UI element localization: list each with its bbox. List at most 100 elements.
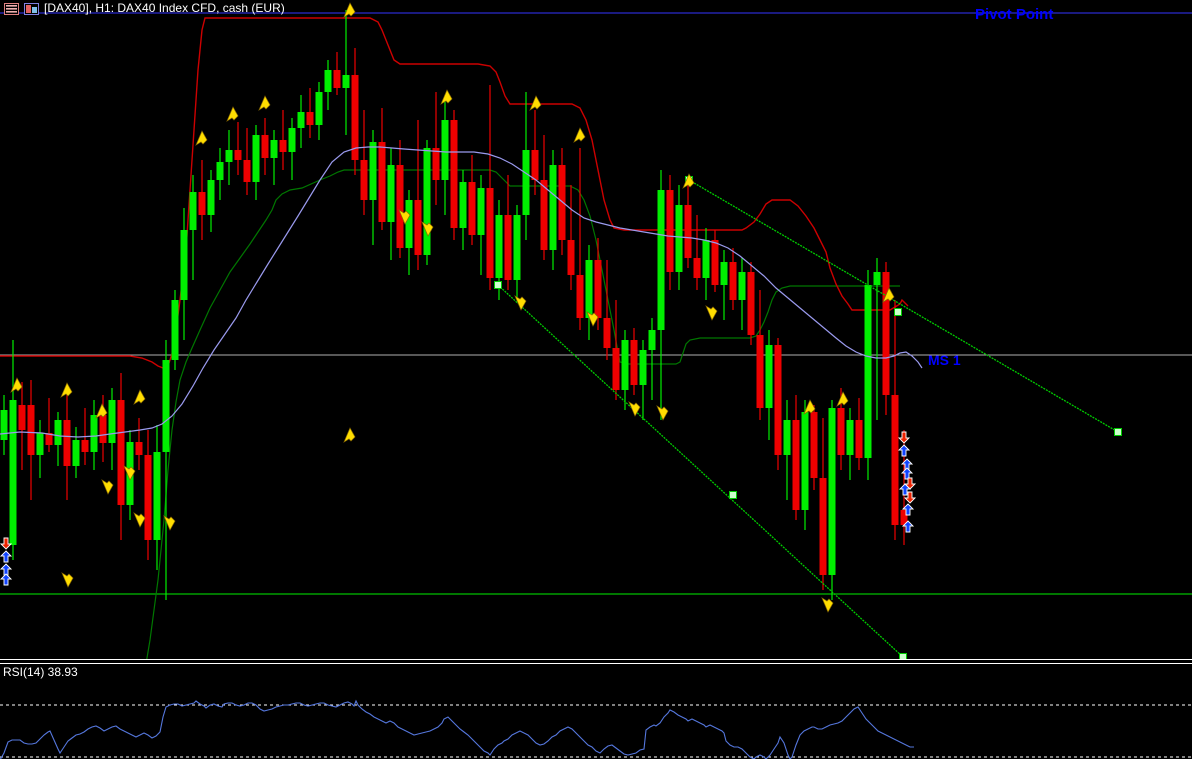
- candle-body: [396, 165, 404, 248]
- candle-body: [243, 160, 251, 182]
- order-marker-glyph[interactable]: [0, 550, 13, 563]
- signal-arrow-down-icon: [656, 405, 669, 421]
- buy-order-marker[interactable]: [897, 444, 911, 457]
- sell-order-marker[interactable]: [0, 537, 13, 550]
- signal-arrow-up-icon: [60, 382, 73, 398]
- candle-body: [891, 395, 899, 525]
- candle-body: [675, 205, 683, 272]
- buy-order-marker[interactable]: [900, 467, 914, 480]
- trendline-anchor[interactable]: [894, 308, 902, 316]
- candle-body: [288, 128, 296, 152]
- arrow-glyph: [10, 377, 23, 393]
- rsi-line: [0, 699, 914, 759]
- candle-body: [558, 165, 566, 240]
- candle-body: [711, 240, 719, 285]
- candle-body: [837, 408, 845, 455]
- trendline-group[interactable]: [494, 176, 1122, 660]
- price-chart-pane[interactable]: Pivot Point MS 1: [0, 0, 1192, 659]
- candle-body: [144, 455, 152, 540]
- candle-body: [54, 420, 62, 445]
- pivot-point-label: Pivot Point: [975, 6, 1054, 23]
- signal-arrow-down-icon: [514, 295, 527, 311]
- candle-body: [162, 360, 170, 452]
- properties-icon[interactable]: [4, 3, 19, 15]
- signal-arrow-down-icon: [421, 221, 434, 237]
- candle-body: [135, 442, 143, 455]
- candle-body: [477, 188, 485, 235]
- candle-body: [882, 272, 890, 395]
- chart-icon[interactable]: [24, 3, 39, 15]
- candle-body: [315, 92, 323, 125]
- price-chart-canvas[interactable]: [0, 0, 1192, 659]
- candle-body: [108, 400, 116, 443]
- trade-marker-group[interactable]: [0, 431, 917, 586]
- trendline-anchor[interactable]: [494, 281, 502, 289]
- trendline-anchor[interactable]: [1114, 428, 1122, 436]
- candle-body: [306, 112, 314, 125]
- ms1-label: MS 1: [928, 352, 961, 368]
- sell-order-marker[interactable]: [897, 431, 911, 444]
- arrow-glyph: [133, 389, 146, 405]
- rsi-indicator-pane[interactable]: RSI(14) 38.93: [0, 659, 1192, 759]
- order-marker-glyph[interactable]: [903, 491, 917, 504]
- candle-body: [459, 182, 467, 228]
- candle-body: [441, 120, 449, 180]
- order-marker-glyph[interactable]: [0, 573, 13, 586]
- arrow-glyph: [195, 130, 208, 146]
- chart-titlebar: [DAX40], H1: DAX40 Index CFD, cash (EUR): [0, 0, 1192, 18]
- arrow-glyph: [803, 399, 816, 415]
- arrow-glyph: [586, 311, 599, 327]
- candle-body: [594, 260, 602, 318]
- trendline-anchor[interactable]: [729, 491, 737, 499]
- candle-body: [495, 215, 503, 278]
- candle-body: [0, 410, 8, 440]
- order-marker-glyph[interactable]: [897, 444, 911, 457]
- candle-body: [855, 420, 863, 458]
- candle-body: [207, 180, 215, 215]
- signal-arrow-down-icon: [133, 512, 146, 528]
- descending-support[interactable]: [497, 284, 904, 658]
- pane-separator-top: [0, 659, 1192, 660]
- signal-arrow-down-icon: [123, 465, 136, 481]
- signal-arrow-down-icon: [163, 515, 176, 531]
- candle-body: [261, 135, 269, 158]
- candle-body: [576, 275, 584, 318]
- buy-order-marker[interactable]: [898, 483, 912, 496]
- signal-arrow-up-icon: [440, 89, 453, 105]
- candle-body: [522, 150, 530, 215]
- arrow-glyph: [343, 427, 356, 443]
- signal-arrow-up-icon: [573, 127, 586, 143]
- candle-body: [36, 433, 44, 455]
- order-marker-glyph[interactable]: [901, 520, 915, 533]
- buy-order-marker[interactable]: [0, 550, 13, 563]
- candle-body: [117, 400, 125, 505]
- signal-arrow-down-icon: [628, 401, 641, 417]
- candle-body: [486, 188, 494, 278]
- sell-order-marker[interactable]: [903, 491, 917, 504]
- arrow-glyph: [226, 106, 239, 122]
- candle-body: [198, 192, 206, 215]
- arrow-glyph: [133, 512, 146, 528]
- signal-arrow-up-icon: [195, 130, 208, 146]
- candle-body: [81, 440, 89, 452]
- candle-body: [504, 215, 512, 280]
- arrow-glyph: [628, 401, 641, 417]
- arrow-glyph: [882, 287, 895, 303]
- order-marker-glyph[interactable]: [0, 537, 13, 550]
- order-marker-glyph[interactable]: [897, 431, 911, 444]
- candle-body: [567, 240, 575, 275]
- candle-body: [630, 340, 638, 385]
- buy-order-marker[interactable]: [901, 520, 915, 533]
- buy-order-marker[interactable]: [901, 503, 915, 516]
- arrow-glyph: [123, 465, 136, 481]
- order-marker-glyph[interactable]: [900, 467, 914, 480]
- chart-title-text: [DAX40], H1: DAX40 Index CFD, cash (EUR): [44, 1, 285, 15]
- trendline-anchor[interactable]: [899, 653, 907, 660]
- order-marker-glyph[interactable]: [898, 483, 912, 496]
- candle-body: [765, 345, 773, 408]
- candle-body: [405, 200, 413, 248]
- order-marker-glyph[interactable]: [901, 503, 915, 516]
- horizontal-reference-lines: [0, 12, 1192, 595]
- descending-resistance[interactable]: [688, 179, 1119, 433]
- buy-order-marker[interactable]: [0, 573, 13, 586]
